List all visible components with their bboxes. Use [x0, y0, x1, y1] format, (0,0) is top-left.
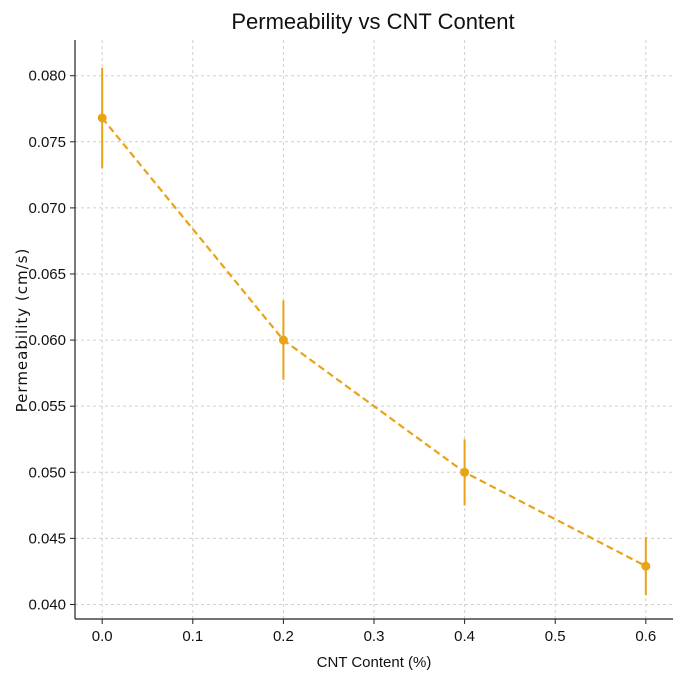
grid-layer	[75, 40, 673, 619]
data-point	[460, 467, 470, 477]
ticks-layer: 0.0 0.1 0.2 0.3 0.4 0.5 0.6 0.040 0.045 0.050 0.05…	[28, 68, 656, 645]
series-layer	[97, 67, 651, 596]
y-axis-label: Permeability (cm/s)	[13, 248, 31, 413]
x-tick-label: 0.0	[92, 628, 113, 645]
y-tick-label: 0.040	[28, 596, 66, 613]
x-tick-label: 0.4	[454, 628, 475, 645]
y-tick-label: 0.080	[28, 68, 66, 85]
y-tick-label: 0.070	[28, 200, 66, 217]
y-tick-label: 0.055	[28, 398, 66, 415]
x-tick-label: 0.3	[364, 628, 385, 645]
y-tick-label: 0.050	[28, 464, 66, 481]
data-point	[278, 335, 288, 345]
y-tick-label: 0.045	[28, 530, 66, 547]
x-tick-label: 0.2	[273, 628, 294, 645]
y-tick-label: 0.075	[28, 134, 66, 151]
x-tick-label: 0.5	[545, 628, 566, 645]
x-tick-label: 0.1	[182, 628, 203, 645]
data-point	[641, 561, 651, 571]
x-axis-label: CNT Content (%)	[317, 654, 432, 671]
x-tick-label: 0.6	[635, 628, 656, 645]
data-point	[97, 113, 107, 123]
y-tick-label: 0.060	[28, 332, 66, 349]
y-tick-label: 0.065	[28, 266, 66, 283]
chart-title: Permeability vs CNT Content	[231, 9, 514, 34]
series-line	[101, 117, 647, 568]
